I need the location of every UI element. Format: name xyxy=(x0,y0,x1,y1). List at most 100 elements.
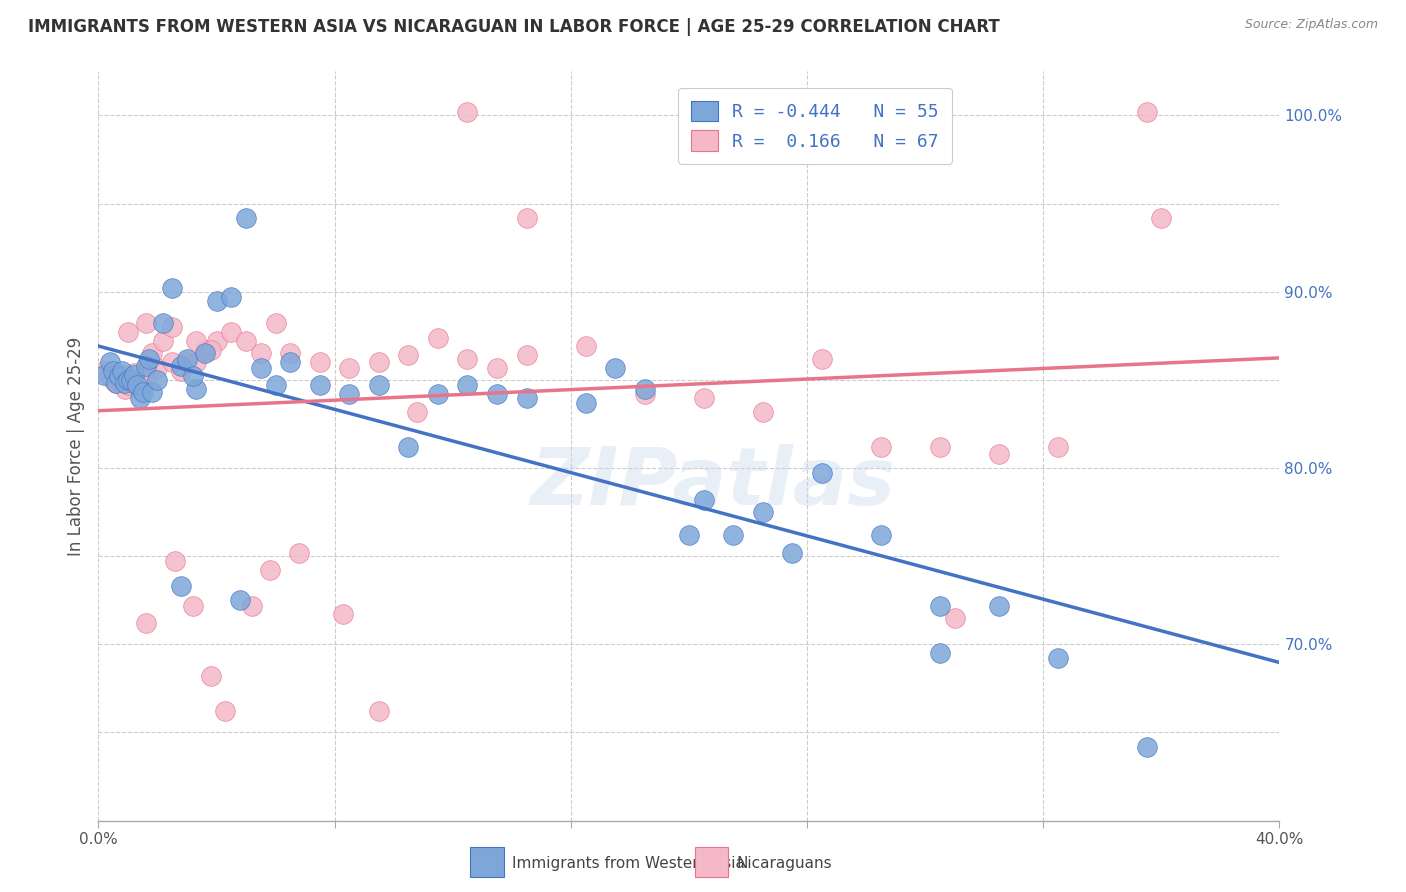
Point xyxy=(752,404,775,418)
Point xyxy=(117,378,139,392)
Point xyxy=(103,373,125,387)
Point xyxy=(128,391,150,405)
Point xyxy=(250,360,273,375)
Point xyxy=(988,447,1011,461)
Point xyxy=(138,355,160,369)
Point xyxy=(723,528,745,542)
Text: Nicaraguans: Nicaraguans xyxy=(737,855,832,871)
Point xyxy=(1046,440,1070,454)
Point xyxy=(235,211,257,225)
Point xyxy=(184,334,207,348)
Point xyxy=(810,351,832,366)
Point xyxy=(184,382,207,396)
Point xyxy=(693,391,716,405)
Point xyxy=(141,385,163,400)
Point xyxy=(486,387,509,401)
Point xyxy=(427,330,450,344)
Point xyxy=(398,440,420,454)
Point xyxy=(135,616,157,631)
Point xyxy=(135,359,157,373)
Point xyxy=(205,334,228,348)
Point xyxy=(309,378,332,392)
Point xyxy=(575,339,598,353)
Point xyxy=(120,373,142,387)
Point xyxy=(943,611,966,625)
Point xyxy=(194,343,217,357)
Point xyxy=(176,355,198,369)
Point xyxy=(229,593,252,607)
Point xyxy=(575,396,598,410)
Point xyxy=(162,320,183,334)
Point xyxy=(114,382,136,396)
Text: Source: ZipAtlas.com: Source: ZipAtlas.com xyxy=(1244,18,1378,31)
Point xyxy=(929,440,952,454)
Point xyxy=(162,355,183,369)
Point xyxy=(457,378,479,392)
Point xyxy=(108,369,131,384)
Point xyxy=(634,387,657,401)
Point xyxy=(108,368,131,382)
Bar xyxy=(471,847,503,877)
Point xyxy=(339,360,361,375)
Legend: R = -0.444   N = 55, R =  0.166   N = 67: R = -0.444 N = 55, R = 0.166 N = 67 xyxy=(678,88,952,164)
Point xyxy=(929,646,952,660)
Point xyxy=(214,704,236,718)
Point xyxy=(170,579,193,593)
Point xyxy=(250,346,273,360)
Point xyxy=(221,290,243,304)
Point xyxy=(929,599,952,613)
Y-axis label: In Labor Force | Age 25-29: In Labor Force | Age 25-29 xyxy=(66,336,84,556)
Point xyxy=(516,211,538,225)
Point xyxy=(117,326,139,340)
Point xyxy=(162,281,183,295)
Point xyxy=(132,385,155,400)
Point xyxy=(165,554,187,568)
Point xyxy=(122,366,145,380)
Point xyxy=(280,346,302,360)
Point xyxy=(693,492,716,507)
Bar xyxy=(695,847,728,877)
Point xyxy=(125,373,148,387)
Point xyxy=(111,373,134,387)
Point xyxy=(141,346,163,360)
Text: IMMIGRANTS FROM WESTERN ASIA VS NICARAGUAN IN LABOR FORCE | AGE 25-29 CORRELATIO: IMMIGRANTS FROM WESTERN ASIA VS NICARAGU… xyxy=(28,18,1000,36)
Point xyxy=(634,382,657,396)
Point xyxy=(135,317,157,331)
Point xyxy=(135,373,157,387)
Point xyxy=(427,387,450,401)
Point xyxy=(457,104,479,119)
Point xyxy=(678,528,700,542)
Point xyxy=(309,355,332,369)
Point xyxy=(181,369,204,384)
Point xyxy=(200,343,222,357)
Point xyxy=(1046,651,1070,665)
Point xyxy=(181,599,204,613)
Text: ZIPatlas: ZIPatlas xyxy=(530,444,896,523)
Point xyxy=(457,351,479,366)
Point xyxy=(1136,104,1159,119)
Point xyxy=(332,607,354,622)
Point xyxy=(128,382,150,396)
Point xyxy=(114,376,136,391)
Point xyxy=(288,546,311,560)
Point xyxy=(368,355,391,369)
Point xyxy=(146,360,169,375)
Point xyxy=(98,369,121,384)
Point xyxy=(339,387,361,401)
Point xyxy=(516,391,538,405)
Point xyxy=(280,355,302,369)
Point xyxy=(170,359,193,373)
Point xyxy=(132,369,155,384)
Point xyxy=(988,599,1011,613)
Point xyxy=(752,505,775,519)
Point xyxy=(259,563,281,577)
Point xyxy=(782,546,804,560)
Point xyxy=(406,404,429,418)
Point xyxy=(93,368,115,382)
Point xyxy=(152,317,174,331)
Point xyxy=(221,326,243,340)
Text: Immigrants from Western Asia: Immigrants from Western Asia xyxy=(512,855,745,871)
Point xyxy=(486,360,509,375)
Point xyxy=(105,376,128,391)
Point xyxy=(516,348,538,362)
